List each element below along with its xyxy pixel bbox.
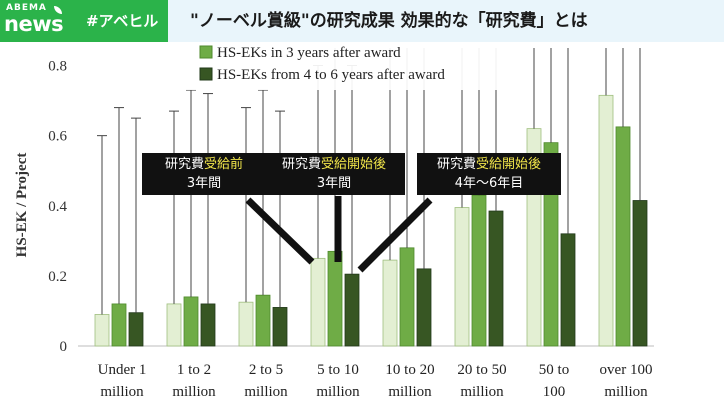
callout-before-award: 研究費受給前 3年間 [142,153,266,195]
y-axis-label: HS-EK / Project [14,153,30,258]
bar [183,296,199,347]
leaf-icon [54,6,62,14]
callout-prefix: 研究費 [164,157,204,172]
bar [111,303,127,347]
callout-period: 3年間 [186,176,222,191]
bar [128,312,144,347]
x-tick-label: Under 1 [98,362,147,378]
x-tick-label: million [388,384,432,400]
legend-entry: HS-EKs from 4 to 6 years after award [217,67,445,83]
callout-3yrs-after-award: 研究費受給開始後 3年間 [263,153,405,195]
callout-highlight: 受給前 [204,157,244,172]
brand-top-text: ABEMA [6,3,47,13]
y-tick-label: 0.8 [48,59,67,75]
bar [488,210,504,347]
hashtag-label: #アベヒル [76,0,169,42]
bar [598,94,614,347]
bar [327,250,343,347]
bar [416,268,432,347]
bar [310,257,326,347]
callout-period: 3年間 [316,176,352,191]
x-tick-label: million [604,384,648,400]
bar [200,303,216,347]
bar [272,307,288,347]
x-tick-label: million [316,384,360,400]
bar [471,194,487,347]
x-tick-label: 1 to 2 [177,362,211,378]
callout-prefix: 研究費 [436,157,476,172]
y-tick-label: 0.4 [48,199,67,215]
x-tick-label: 50 to [539,362,569,378]
callout-prefix: 研究費 [281,157,321,172]
legend-entry: HS-EKs in 3 years after award [217,45,401,61]
bar [454,207,470,347]
x-tick-label: 20 to 50 [457,362,506,378]
bar [560,233,576,347]
bar [94,314,110,347]
bar [238,301,254,347]
x-tick-label: million [244,384,288,400]
x-tick-label: 2 to 5 [249,362,283,378]
bar [255,294,271,347]
x-tick-label: 100 [543,384,566,400]
x-tick-label: over 100 [600,362,653,378]
y-tick-label: 0.6 [48,129,67,145]
legend-box [168,40,526,90]
bar [166,303,182,347]
bar [399,247,415,347]
x-tick-label: million [172,384,216,400]
bar [615,126,631,347]
legend-swatch [199,45,213,59]
headline: "ノーベル賞級"の研究成果 効果的な「研究費」とは [190,11,588,31]
callout-pointer [245,197,315,265]
y-tick-label: 0 [60,339,68,355]
bar [344,273,360,347]
callout-4to6yrs-after-award: 研究費受給開始後 4年～6年目 [417,153,561,195]
callout-pointer [357,197,433,273]
brand-main-text: news [4,12,64,36]
x-tick-label: 10 to 20 [385,362,434,378]
x-tick-label: 5 to 10 [317,362,359,378]
bar [632,200,648,347]
abema-news-logo: ABEMA news [0,0,76,42]
callout-highlight: 受給開始後 [321,157,387,172]
y-tick-label: 0.2 [48,269,67,285]
callout-period: 4年～6年目 [454,176,524,191]
x-tick-label: million [460,384,504,400]
bar [382,259,398,347]
callout-highlight: 受給開始後 [476,157,542,172]
x-tick-label: million [100,384,144,400]
legend-swatch [199,67,213,81]
